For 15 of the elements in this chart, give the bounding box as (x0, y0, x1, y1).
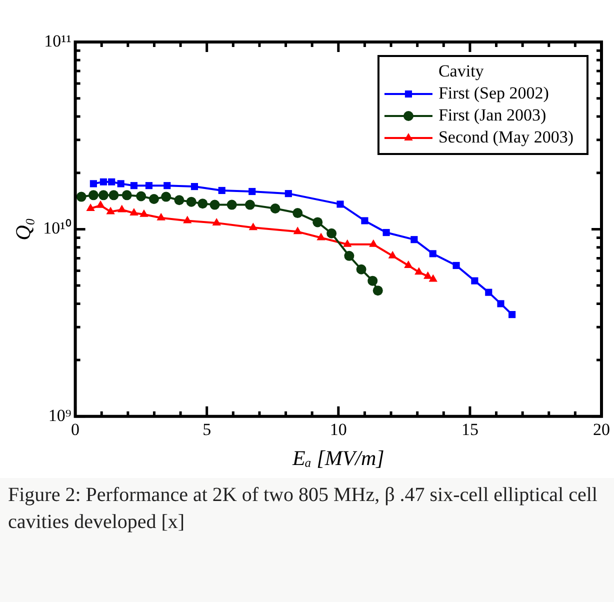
y-tick-label: 10¹⁰ (43, 218, 72, 238)
x-tick-label: 20 (593, 420, 610, 440)
y-tick-label: 10¹¹ (44, 31, 72, 50)
caption: Figure 2: Performance at 2K of two 805 MHz, β .47 six-cell elliptical cell cavities developed [x] (0, 478, 614, 602)
y-tick-label: 10⁹ (48, 406, 72, 425)
legend-title: Cavity (438, 61, 484, 80)
y-axis-title: Q₀ (11, 218, 36, 240)
x-tick-label: 10 (330, 420, 347, 440)
legend-label: First (Jan 2003) (438, 105, 546, 124)
x-tick-label: 0 (71, 420, 80, 440)
legend-label: Second (May 2003) (438, 127, 574, 146)
x-tick-label: 15 (461, 420, 478, 440)
legend-label: First (Sep 2002) (438, 83, 549, 102)
x-axis-title: Eₐ [MV/m] (291, 446, 384, 470)
x-tick-label: 5 (202, 420, 212, 440)
